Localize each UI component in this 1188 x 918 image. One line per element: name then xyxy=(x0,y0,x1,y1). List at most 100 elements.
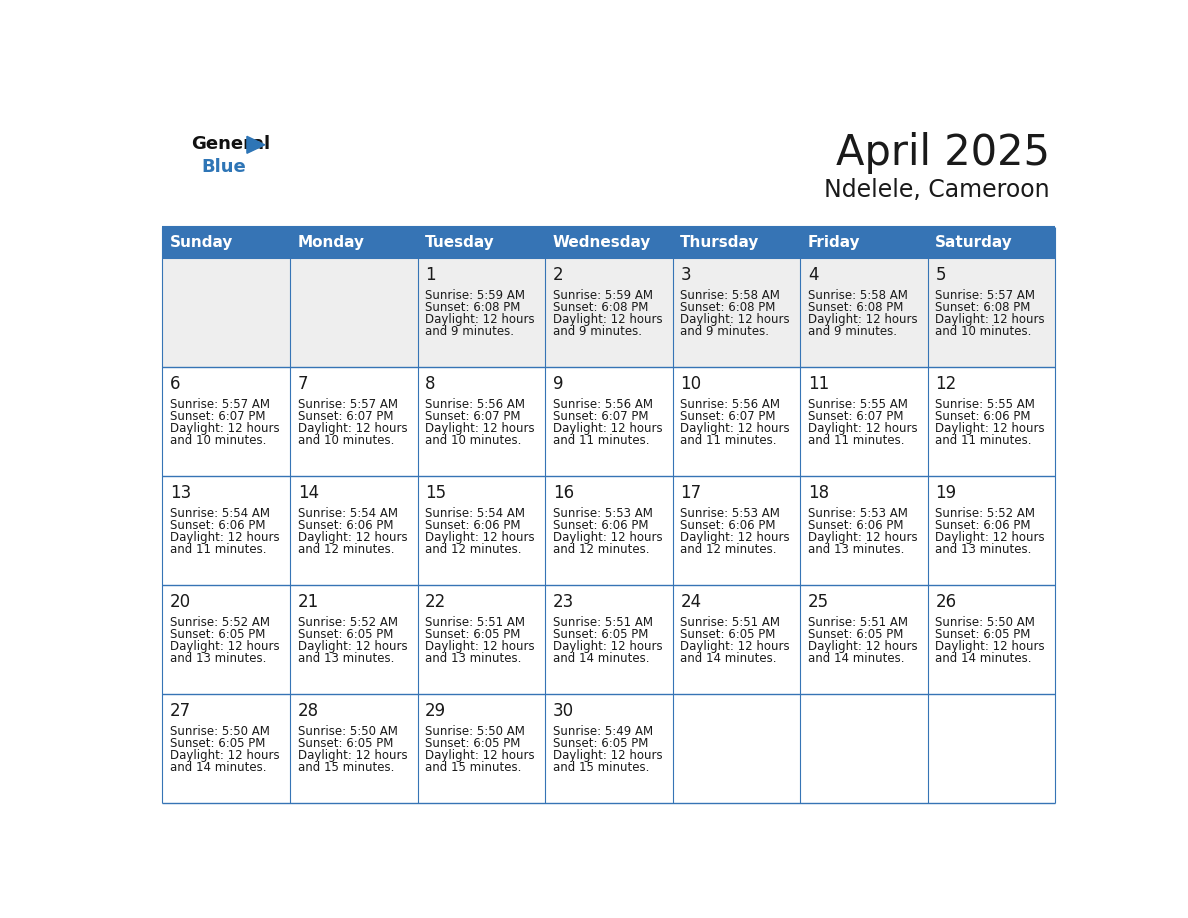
Text: 26: 26 xyxy=(935,593,956,610)
Text: and 13 minutes.: and 13 minutes. xyxy=(935,543,1031,555)
Text: and 13 minutes.: and 13 minutes. xyxy=(425,652,522,665)
Text: 12: 12 xyxy=(935,375,956,393)
Bar xyxy=(163,694,290,803)
Text: and 15 minutes.: and 15 minutes. xyxy=(298,761,394,774)
Text: Sunset: 6:05 PM: Sunset: 6:05 PM xyxy=(935,628,1031,641)
Bar xyxy=(417,367,545,476)
Text: 5: 5 xyxy=(935,265,946,284)
Text: Sunset: 6:07 PM: Sunset: 6:07 PM xyxy=(681,409,776,423)
Text: Daylight: 12 hours: Daylight: 12 hours xyxy=(425,313,535,326)
Text: Daylight: 12 hours: Daylight: 12 hours xyxy=(935,640,1045,653)
Text: Daylight: 12 hours: Daylight: 12 hours xyxy=(298,640,407,653)
Text: Daylight: 12 hours: Daylight: 12 hours xyxy=(808,421,917,435)
Bar xyxy=(545,258,672,367)
Text: and 11 minutes.: and 11 minutes. xyxy=(552,433,649,447)
Text: Sunrise: 5:52 AM: Sunrise: 5:52 AM xyxy=(170,616,270,629)
Bar xyxy=(545,476,672,585)
Bar xyxy=(417,476,545,585)
Text: Daylight: 12 hours: Daylight: 12 hours xyxy=(808,640,917,653)
Bar xyxy=(801,227,928,258)
Text: Sunrise: 5:53 AM: Sunrise: 5:53 AM xyxy=(681,507,781,520)
Text: 30: 30 xyxy=(552,702,574,720)
Text: and 9 minutes.: and 9 minutes. xyxy=(425,325,514,338)
Text: 1: 1 xyxy=(425,265,436,284)
Text: Thursday: Thursday xyxy=(681,235,759,250)
Bar xyxy=(163,258,290,367)
Text: Sunrise: 5:51 AM: Sunrise: 5:51 AM xyxy=(808,616,908,629)
Bar xyxy=(928,367,1055,476)
Text: Ndelele, Cameroon: Ndelele, Cameroon xyxy=(824,178,1050,202)
Text: 22: 22 xyxy=(425,593,447,610)
Text: Sunset: 6:07 PM: Sunset: 6:07 PM xyxy=(298,409,393,423)
Text: Daylight: 12 hours: Daylight: 12 hours xyxy=(808,313,917,326)
Text: 18: 18 xyxy=(808,484,829,502)
Bar xyxy=(672,694,801,803)
Text: Sunrise: 5:51 AM: Sunrise: 5:51 AM xyxy=(552,616,652,629)
Text: Daylight: 12 hours: Daylight: 12 hours xyxy=(552,531,663,543)
Text: 23: 23 xyxy=(552,593,574,610)
Text: Sunset: 6:07 PM: Sunset: 6:07 PM xyxy=(425,409,520,423)
Text: Daylight: 12 hours: Daylight: 12 hours xyxy=(425,640,535,653)
Text: Sunrise: 5:57 AM: Sunrise: 5:57 AM xyxy=(298,397,398,411)
Bar xyxy=(801,694,928,803)
Text: Sunrise: 5:50 AM: Sunrise: 5:50 AM xyxy=(425,725,525,738)
Text: Sunset: 6:06 PM: Sunset: 6:06 PM xyxy=(681,519,776,532)
Text: Sunset: 6:05 PM: Sunset: 6:05 PM xyxy=(552,628,649,641)
Text: and 14 minutes.: and 14 minutes. xyxy=(808,652,904,665)
Text: Sunrise: 5:52 AM: Sunrise: 5:52 AM xyxy=(935,507,1036,520)
Text: Daylight: 12 hours: Daylight: 12 hours xyxy=(681,531,790,543)
Text: and 13 minutes.: and 13 minutes. xyxy=(170,652,266,665)
Text: Sunset: 6:06 PM: Sunset: 6:06 PM xyxy=(935,409,1031,423)
Text: and 13 minutes.: and 13 minutes. xyxy=(298,652,394,665)
Text: Sunset: 6:05 PM: Sunset: 6:05 PM xyxy=(298,628,393,641)
Text: Daylight: 12 hours: Daylight: 12 hours xyxy=(552,421,663,435)
Text: Sunrise: 5:50 AM: Sunrise: 5:50 AM xyxy=(298,725,398,738)
Bar xyxy=(801,585,928,694)
Text: Sunrise: 5:56 AM: Sunrise: 5:56 AM xyxy=(681,397,781,411)
Text: 25: 25 xyxy=(808,593,829,610)
Text: Daylight: 12 hours: Daylight: 12 hours xyxy=(552,313,663,326)
Bar xyxy=(417,694,545,803)
Text: Sunday: Sunday xyxy=(170,235,234,250)
Text: Sunset: 6:06 PM: Sunset: 6:06 PM xyxy=(170,519,266,532)
Bar xyxy=(290,694,417,803)
Text: Sunset: 6:07 PM: Sunset: 6:07 PM xyxy=(808,409,903,423)
Text: Sunrise: 5:59 AM: Sunrise: 5:59 AM xyxy=(552,289,652,302)
Text: Sunset: 6:06 PM: Sunset: 6:06 PM xyxy=(425,519,520,532)
Text: Daylight: 12 hours: Daylight: 12 hours xyxy=(170,640,279,653)
Text: Sunrise: 5:50 AM: Sunrise: 5:50 AM xyxy=(170,725,270,738)
Text: 2: 2 xyxy=(552,265,563,284)
Text: and 9 minutes.: and 9 minutes. xyxy=(552,325,642,338)
Text: and 12 minutes.: and 12 minutes. xyxy=(425,543,522,555)
Text: Daylight: 12 hours: Daylight: 12 hours xyxy=(425,531,535,543)
Text: Sunset: 6:08 PM: Sunset: 6:08 PM xyxy=(808,301,903,314)
Bar xyxy=(163,476,290,585)
Bar xyxy=(417,258,545,367)
Text: 20: 20 xyxy=(170,593,191,610)
Text: and 9 minutes.: and 9 minutes. xyxy=(808,325,897,338)
Text: Sunset: 6:07 PM: Sunset: 6:07 PM xyxy=(552,409,649,423)
Text: Sunrise: 5:49 AM: Sunrise: 5:49 AM xyxy=(552,725,653,738)
Text: and 12 minutes.: and 12 minutes. xyxy=(681,543,777,555)
Text: and 15 minutes.: and 15 minutes. xyxy=(552,761,649,774)
Text: and 14 minutes.: and 14 minutes. xyxy=(170,761,266,774)
Text: and 12 minutes.: and 12 minutes. xyxy=(298,543,394,555)
Text: Daylight: 12 hours: Daylight: 12 hours xyxy=(552,640,663,653)
Text: and 13 minutes.: and 13 minutes. xyxy=(808,543,904,555)
Text: and 12 minutes.: and 12 minutes. xyxy=(552,543,649,555)
Bar xyxy=(163,227,290,258)
Text: Sunset: 6:08 PM: Sunset: 6:08 PM xyxy=(681,301,776,314)
Text: Sunrise: 5:54 AM: Sunrise: 5:54 AM xyxy=(425,507,525,520)
Text: Sunrise: 5:54 AM: Sunrise: 5:54 AM xyxy=(170,507,270,520)
Bar xyxy=(545,227,672,258)
Text: Sunrise: 5:57 AM: Sunrise: 5:57 AM xyxy=(170,397,270,411)
Text: Sunset: 6:05 PM: Sunset: 6:05 PM xyxy=(552,737,649,750)
Text: Daylight: 12 hours: Daylight: 12 hours xyxy=(298,749,407,762)
Text: Sunrise: 5:54 AM: Sunrise: 5:54 AM xyxy=(298,507,398,520)
Text: and 14 minutes.: and 14 minutes. xyxy=(681,652,777,665)
Text: Daylight: 12 hours: Daylight: 12 hours xyxy=(425,749,535,762)
Bar xyxy=(928,585,1055,694)
Text: and 14 minutes.: and 14 minutes. xyxy=(552,652,649,665)
Text: 4: 4 xyxy=(808,265,819,284)
Text: and 10 minutes.: and 10 minutes. xyxy=(935,325,1031,338)
